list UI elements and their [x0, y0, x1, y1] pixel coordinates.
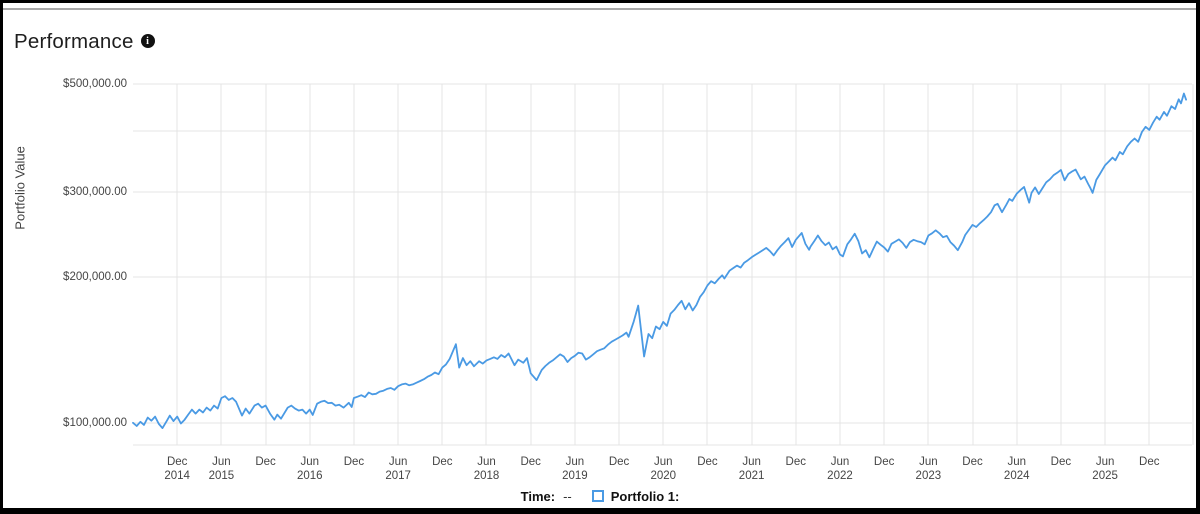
legend-time-value: -- — [563, 488, 572, 504]
x-tick-label: Jun 2025 — [1092, 456, 1118, 482]
top-divider — [3, 8, 1196, 10]
frame-border-left — [0, 0, 3, 514]
x-tick-label: Jun 2022 — [827, 456, 853, 482]
x-tick-label: Dec 2014 — [164, 456, 190, 482]
legend-portfolio-label[interactable]: Portfolio 1: — [610, 488, 680, 504]
x-tick-label: Jun 2015 — [208, 456, 235, 482]
info-icon[interactable]: i — [140, 34, 155, 48]
legend: Time: -- Portfolio 1: — [0, 487, 1200, 505]
x-tick-label: Dec — [697, 456, 718, 468]
x-tick-label: Jun 2021 — [738, 456, 765, 482]
frame-border-top — [0, 0, 1200, 3]
x-tick-label: Jun 2016 — [296, 456, 323, 482]
title-row: Performance i — [14, 30, 155, 54]
x-tick-label: Jun 2018 — [473, 456, 500, 482]
y-tick-label: $500,000.00 — [63, 78, 127, 90]
x-tick-label: Jun 2023 — [915, 456, 942, 482]
frame-border-right — [1196, 0, 1200, 514]
y-tick-label: $300,000.00 — [63, 185, 127, 198]
x-tick-label: Jun 2020 — [650, 456, 677, 482]
y-tick-label: $100,000.00 — [63, 416, 127, 429]
x-tick-label: Dec — [1050, 456, 1072, 468]
x-tick-label: Dec — [255, 456, 276, 468]
x-tick-label: Jun 2019 — [562, 456, 588, 482]
portfolio-1-line[interactable] — [132, 92, 1187, 429]
legend-time-label: Time: — [520, 488, 556, 504]
x-tick-label: Jun 2024 — [1003, 456, 1030, 482]
x-tick-label: Dec — [1139, 456, 1160, 468]
y-tick-label: $200,000.00 — [63, 270, 127, 283]
x-tick-label: Jun 2017 — [385, 456, 411, 482]
x-tick-label: Dec — [520, 456, 541, 468]
x-tick-label: Dec — [608, 456, 630, 468]
page-title: Performance — [14, 30, 134, 53]
frame-border-bottom — [0, 508, 1200, 514]
x-tick-label: Dec — [962, 456, 983, 468]
x-tick-label: Dec — [432, 456, 453, 468]
x-tick-label: Dec — [785, 456, 806, 468]
portfolio-1-legend-swatch[interactable] — [591, 490, 604, 502]
x-tick-label: Dec — [343, 456, 365, 468]
x-tick-label: Dec — [873, 456, 895, 468]
